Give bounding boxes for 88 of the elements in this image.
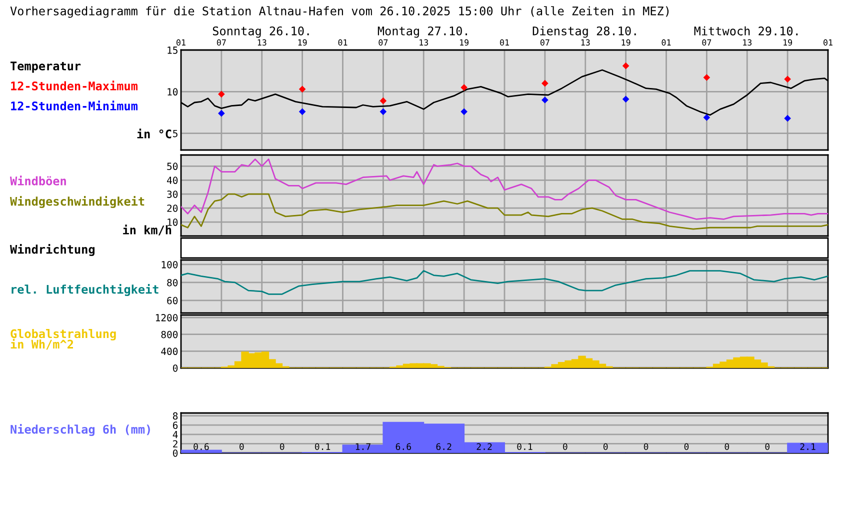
- chart-subtitle: Vorhersagediagramm für die Station Altnau-Hafen vom 26.10.2025 15:00 Uhr (alle Zeiten in MEZ): [10, 6, 669, 18]
- point: [703, 74, 710, 81]
- x-tick-label: 07: [540, 39, 550, 46]
- y-tick-label: 40: [167, 176, 178, 184]
- text: 12-Stunden-Maximum: [11, 80, 138, 90]
- x-tick-label: 19: [298, 39, 307, 46]
- text: Sonntag 26.10.: [212, 26, 309, 38]
- y-tick-label: 2: [173, 440, 178, 448]
- x-tick-label: 13: [420, 39, 428, 46]
- point: [218, 90, 225, 98]
- point: [298, 108, 306, 116]
- y-tick-label: 20: [167, 204, 178, 212]
- text: Niederschlag 6h (mm): [10, 424, 150, 436]
- data-label: 2.1: [800, 443, 816, 450]
- data-label: 0: [603, 443, 608, 450]
- y-tick-label: 4: [172, 431, 178, 438]
- data-label: 0: [765, 443, 770, 450]
- y-tick-label: 10: [168, 218, 178, 226]
- text: 12-Stunden-Minimum: [11, 100, 138, 110]
- x-tick-label: 07: [702, 39, 712, 46]
- y-tick-label: 80: [167, 278, 178, 286]
- x-tick-label: 19: [460, 39, 469, 46]
- text: Windgeschwindigkeit: [10, 196, 144, 208]
- data-label: 2.2: [476, 443, 492, 450]
- point: [542, 96, 548, 104]
- x-tick-label: 07: [216, 39, 226, 46]
- line-series: [181, 158, 828, 220]
- y-tick-label: 0: [173, 364, 178, 372]
- x-tick-label: 01: [500, 39, 509, 46]
- line-series: [181, 270, 828, 295]
- x-tick-label: 01: [176, 39, 186, 46]
- line-series: [181, 193, 828, 230]
- point: [784, 76, 791, 83]
- point: [622, 62, 630, 70]
- x-tick-label: 19: [622, 39, 630, 46]
- data-label: 6.6: [396, 443, 411, 450]
- point: [218, 110, 225, 117]
- y-tick-label: 8: [172, 412, 178, 420]
- data-label: 1.7: [356, 443, 370, 450]
- data-label: 0: [724, 443, 730, 450]
- x-tick-label: 01: [338, 39, 348, 46]
- data-label: 0: [644, 443, 648, 450]
- point: [622, 96, 630, 103]
- point: [460, 84, 468, 91]
- y-tick-label: 10: [168, 88, 178, 96]
- data-label: 0.1: [314, 443, 330, 450]
- point: [298, 86, 306, 93]
- data-label: 0: [240, 443, 244, 450]
- text: Globalstrahlung in Wh/m^2: [10, 329, 116, 350]
- point: [380, 97, 387, 104]
- data-label: 0: [684, 443, 689, 450]
- y-tick-label: 50: [167, 162, 178, 170]
- x-tick-label: 13: [743, 39, 752, 46]
- y-axis-title: in °C: [137, 128, 172, 138]
- point: [460, 108, 468, 116]
- text: Windböen: [10, 176, 66, 186]
- y-tick-label: 15: [168, 46, 178, 54]
- data-label: 0.1: [517, 443, 532, 450]
- text: Mittwoch 29.10.: [694, 26, 798, 36]
- point: [784, 114, 791, 122]
- data-label: 0: [280, 443, 284, 450]
- x-tick-label: 01: [662, 39, 671, 46]
- text: Dienstag 28.10.: [532, 26, 636, 38]
- data-label: 0.6: [194, 443, 209, 450]
- y-tick-label: 5: [173, 130, 178, 138]
- text: Temperatur: [10, 62, 81, 73]
- point: [542, 80, 548, 87]
- text: Windrichtung: [10, 244, 94, 256]
- text: Montag 27.10.: [378, 26, 467, 38]
- y-tick-label: 60: [167, 296, 178, 304]
- y-tick-label: 100: [162, 260, 178, 268]
- text: rel. Luftfeuchtigkeit: [12, 284, 158, 296]
- y-tick-label: 6: [173, 422, 178, 429]
- x-tick-label: 19: [784, 39, 792, 46]
- x-tick-label: 13: [581, 39, 590, 46]
- point: [703, 114, 710, 121]
- data-label: 6.2: [436, 443, 452, 450]
- data-label: 0: [563, 443, 568, 450]
- point: [380, 108, 387, 116]
- y-tick-label: 400: [161, 348, 178, 356]
- y-tick-label: 800: [161, 330, 178, 338]
- y-tick-label: 0: [173, 450, 178, 457]
- y-tick-label: 30: [167, 190, 178, 198]
- x-tick-label: 07: [378, 39, 388, 46]
- y-axis-title: in km/h: [123, 224, 172, 236]
- x-tick-label: 13: [258, 39, 266, 46]
- y-tick-label: 1200: [156, 314, 178, 322]
- x-tick-label: 01: [824, 39, 832, 46]
